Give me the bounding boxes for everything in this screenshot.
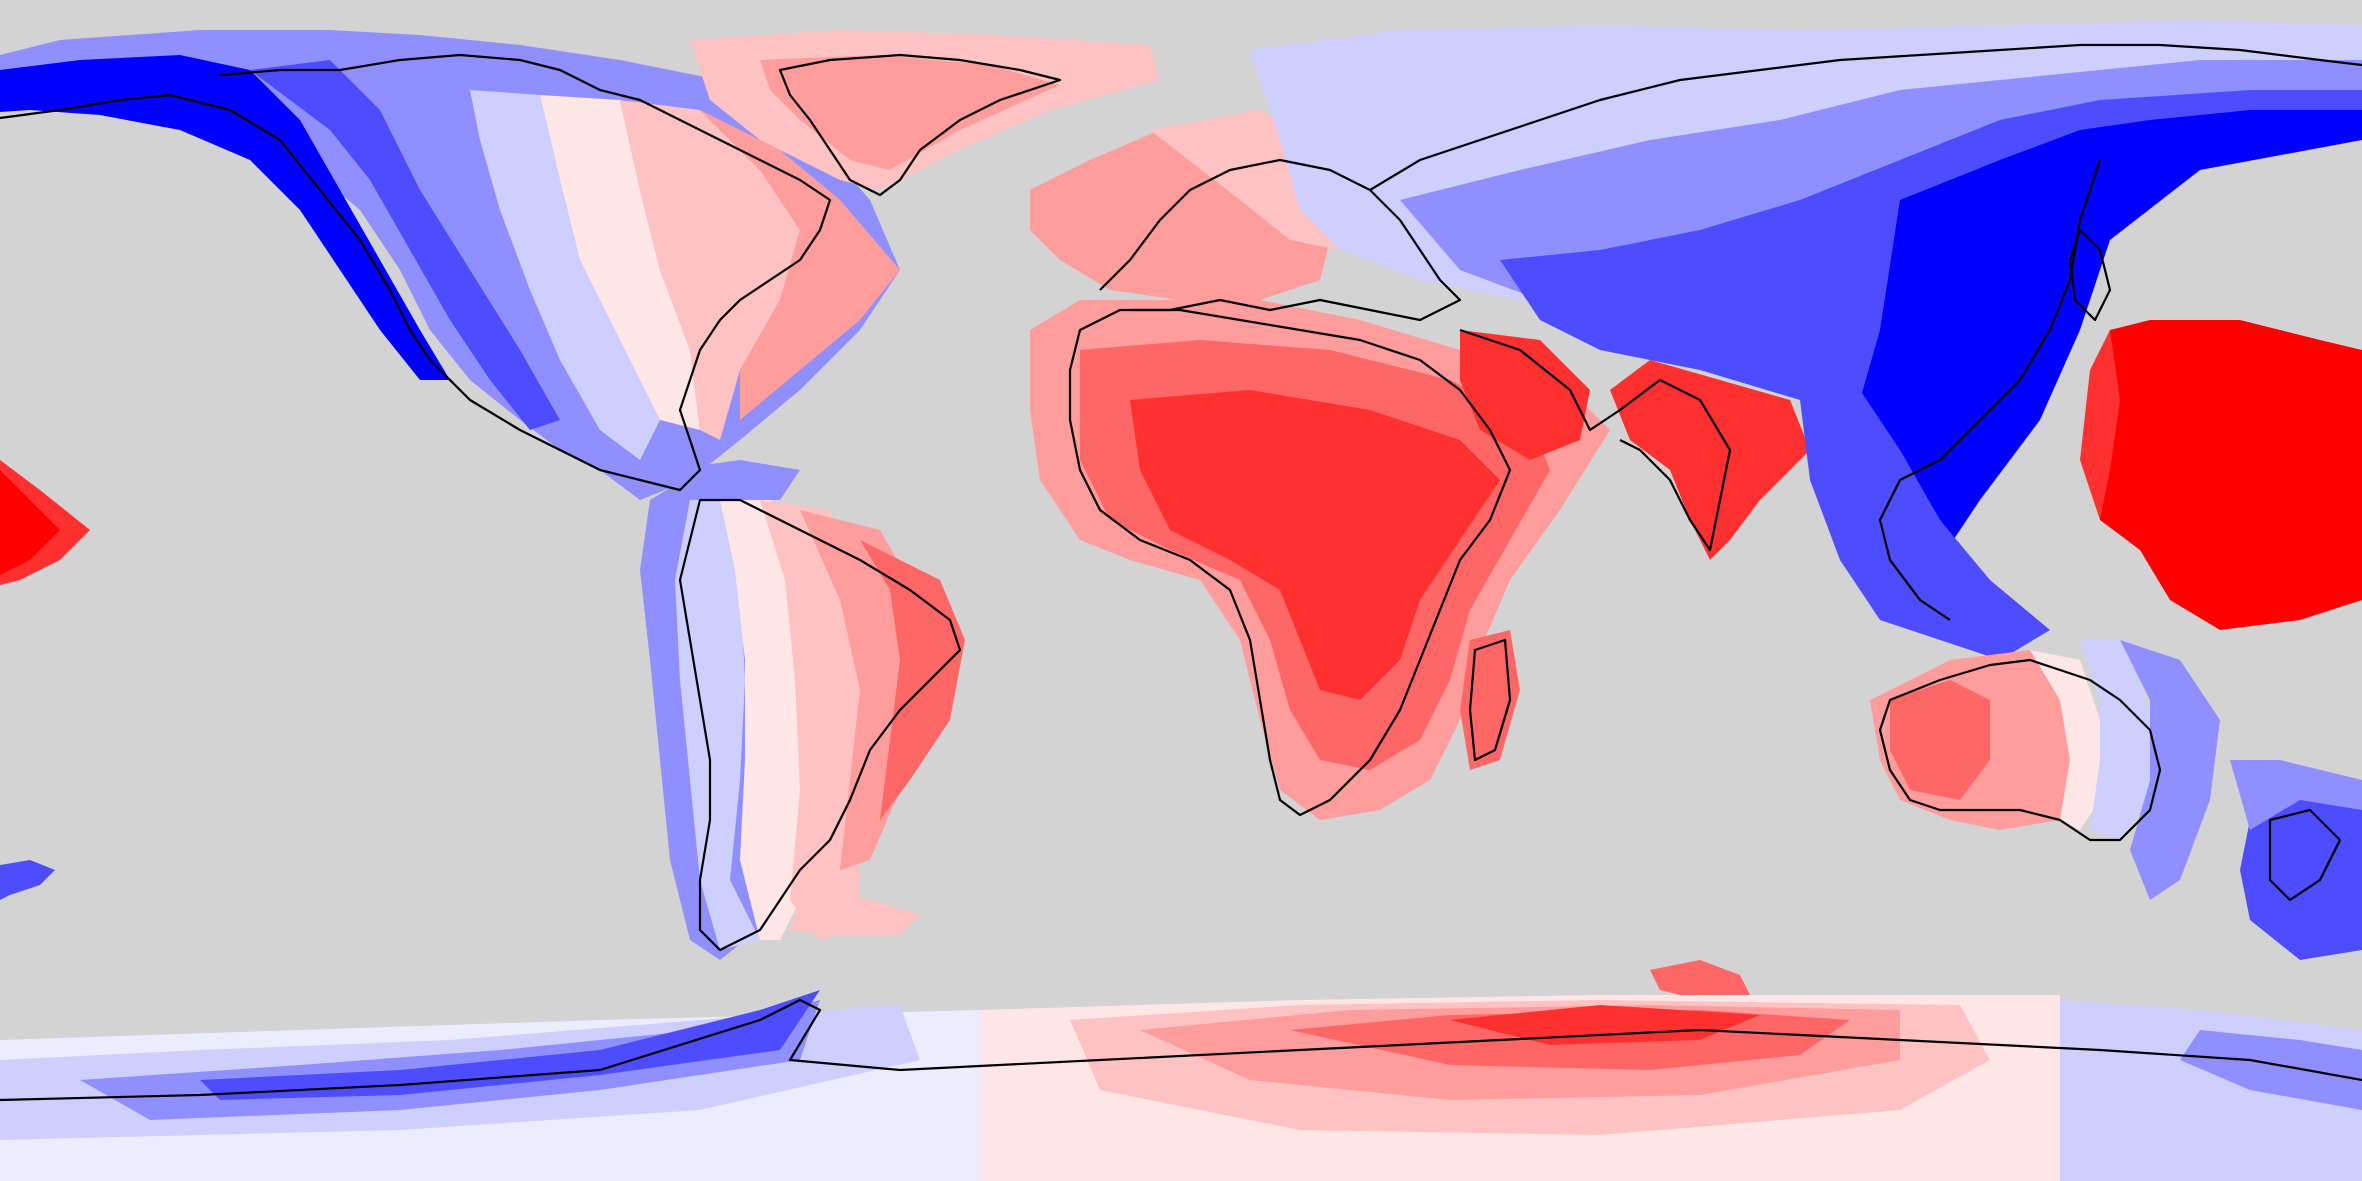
se-asia-blue-mid (1800, 390, 2050, 660)
na-blue-strong (0, 55, 450, 380)
coastline-new-zealand (2268, 808, 2342, 902)
ant-east-blue-light (2180, 1030, 2362, 1110)
na-red-light (700, 110, 900, 420)
asia-blue-strong (1830, 110, 2362, 620)
europe-light (1030, 130, 1330, 300)
sa-red-faint (720, 495, 810, 940)
coastline-asia (1369, 43, 2362, 191)
coastline-south-america (678, 498, 962, 952)
north-america-field (0, 30, 900, 500)
madagascar-mid (1460, 630, 1520, 770)
kerguelen-red (1650, 960, 1750, 1000)
nz-blue-light (2230, 760, 2362, 830)
au-blue-light (2120, 640, 2220, 900)
au-red-faint (2030, 650, 2100, 830)
coastline-antarctica (0, 998, 2362, 1102)
coastlines (0, 43, 2362, 1102)
na-blue-mid (250, 60, 560, 430)
coastline-arabia-india (1459, 328, 1732, 552)
westedge-red-field (0, 460, 90, 585)
na-red-faint (540, 95, 700, 430)
small-features (0, 460, 1750, 1000)
sa-red-mid (860, 540, 965, 820)
asia-field (1250, 20, 2362, 660)
na-red-pale (620, 100, 800, 440)
westedge-red-max (0, 470, 60, 575)
na-blue-pale (470, 90, 660, 460)
africa-strong (1130, 390, 1500, 700)
coastline-australia (1878, 658, 2162, 842)
india-field (1610, 360, 1810, 560)
antarctica-field (0, 990, 2362, 1181)
coastline-africa (1068, 308, 1512, 817)
ant-blue-mid (200, 990, 820, 1100)
greenland-light (760, 55, 1060, 170)
au-red-mid (1890, 680, 1990, 800)
pacific-red-max (2090, 320, 2362, 630)
south-america-field (640, 470, 965, 960)
ant-red-strong (1450, 1005, 1760, 1045)
sa-blue-pale (675, 500, 760, 950)
sa-tip-pale (790, 900, 920, 935)
pacific-red-edge (2080, 330, 2120, 520)
pacific-red-field (2080, 320, 2362, 630)
coastline-madagascar (1468, 638, 1512, 762)
greenland-field (690, 30, 1160, 190)
coastline-japan (2068, 228, 2112, 322)
coastline-greenland (778, 53, 1062, 197)
caribbean-blue (670, 460, 800, 500)
india-strong (1610, 360, 1810, 560)
au-blue-pale (2080, 640, 2150, 840)
coastline-europe (1099, 158, 1462, 322)
arabia-strong (1460, 330, 1590, 460)
sw-blue-patch (0, 860, 55, 900)
coastline-north-america (0, 53, 832, 492)
